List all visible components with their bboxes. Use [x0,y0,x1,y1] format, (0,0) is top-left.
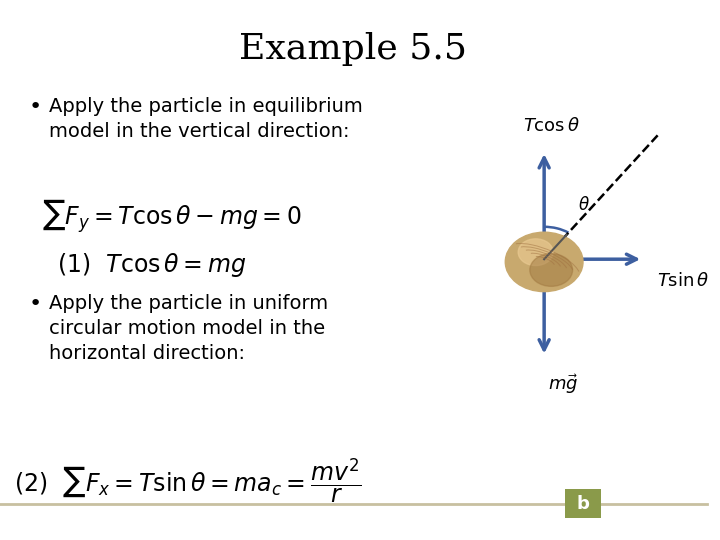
Text: $T\cos\theta$: $T\cos\theta$ [523,117,580,135]
Text: •: • [28,97,42,117]
Text: $m\vec{g}$: $m\vec{g}$ [548,373,578,396]
Text: $T\sin\theta$: $T\sin\theta$ [657,272,710,290]
Text: Example 5.5: Example 5.5 [239,32,467,66]
Text: Apply the particle in equilibrium
model in the vertical direction:: Apply the particle in equilibrium model … [50,97,363,141]
Text: b: b [577,495,590,512]
Text: Apply the particle in uniform
circular motion model in the
horizontal direction:: Apply the particle in uniform circular m… [50,294,328,363]
Text: •: • [28,294,42,314]
Circle shape [505,232,583,292]
Circle shape [518,239,553,266]
Text: $(2)\ \ \sum F_x = T\sin\theta = ma_c = \dfrac{mv^2}{r}$: $(2)\ \ \sum F_x = T\sin\theta = ma_c = … [14,456,361,505]
FancyBboxPatch shape [565,489,600,518]
Circle shape [530,254,572,286]
Text: $(1)\ \ T\cos\theta = mg$: $(1)\ \ T\cos\theta = mg$ [57,251,246,279]
Text: $\theta$: $\theta$ [578,196,590,214]
Text: $\sum F_y = T\cos\theta - mg = 0$: $\sum F_y = T\cos\theta - mg = 0$ [42,197,302,235]
